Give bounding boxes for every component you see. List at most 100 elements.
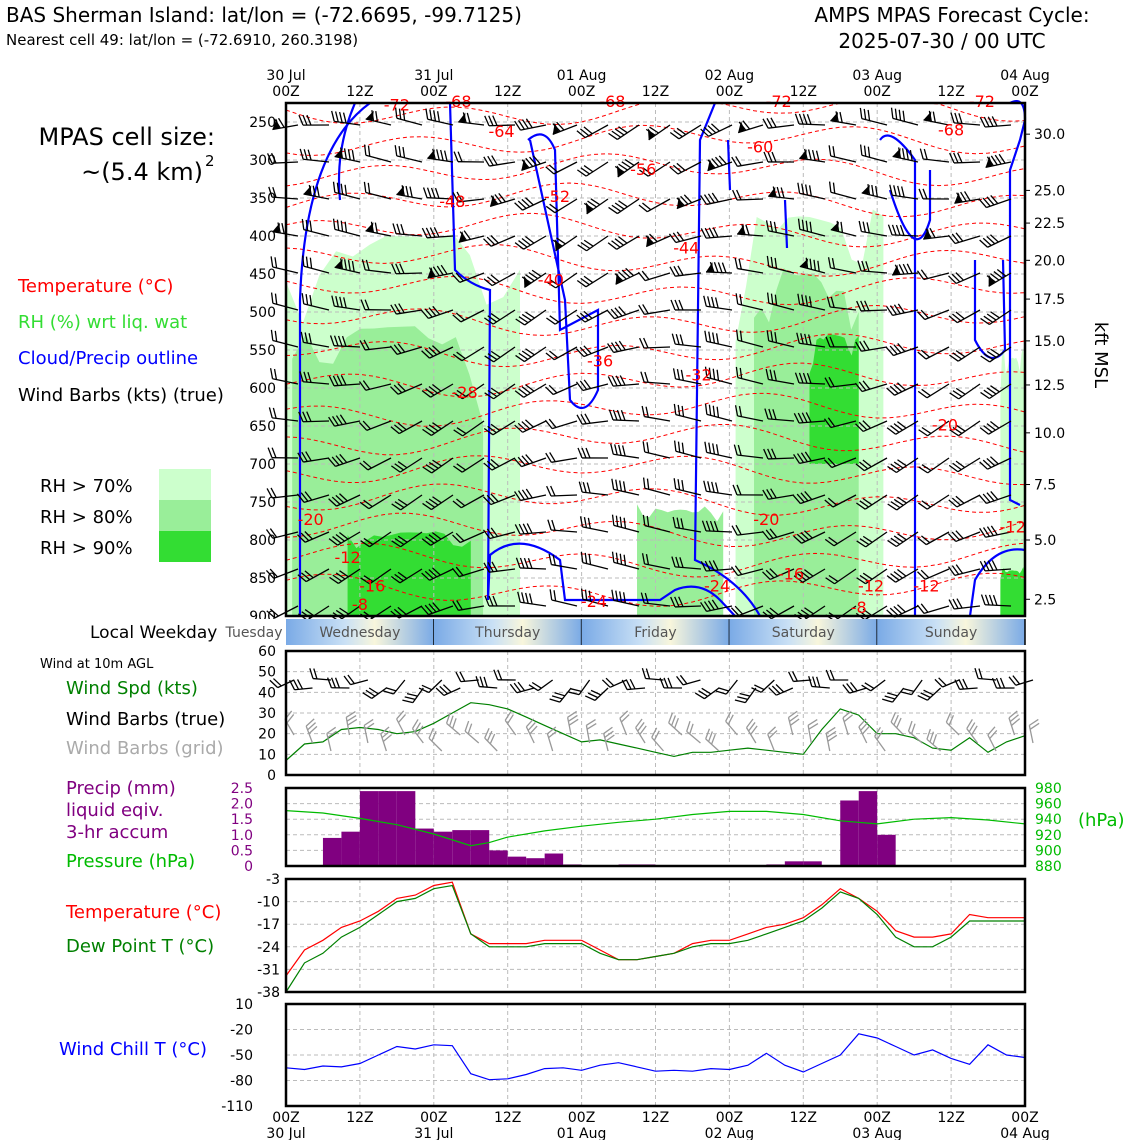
barb-tick xyxy=(742,120,751,130)
barb-tick xyxy=(808,676,813,687)
barb-shaft xyxy=(613,383,640,387)
barb-tick xyxy=(886,306,894,316)
wind-barb xyxy=(614,267,640,285)
barb-tick xyxy=(607,343,615,353)
barb-tick xyxy=(621,679,628,690)
wind-barb xyxy=(421,567,454,581)
barb-tick xyxy=(800,492,809,502)
barb-tick xyxy=(483,562,490,573)
barb-tick xyxy=(452,192,459,203)
barb-tick xyxy=(304,609,315,617)
barb-tick xyxy=(703,480,707,492)
wind-barb xyxy=(331,110,361,126)
wind-barb xyxy=(676,194,702,210)
barb-tick xyxy=(518,316,529,324)
barb-tick xyxy=(827,257,832,268)
barb-shaft xyxy=(566,717,572,736)
barb-tick xyxy=(456,427,467,435)
barb-tick xyxy=(575,348,585,358)
barb-tick xyxy=(856,502,866,510)
surface-wind-barb xyxy=(362,687,387,700)
barb-tick xyxy=(938,677,947,686)
barb-shaft xyxy=(737,303,764,311)
barb-tick xyxy=(986,275,996,283)
barb-shaft xyxy=(892,687,905,703)
wind-barb xyxy=(390,383,423,395)
barb-tick xyxy=(978,198,987,208)
barb-tick xyxy=(490,527,499,537)
barb-shaft xyxy=(411,728,424,744)
barb-tick xyxy=(798,113,804,125)
barb-tick xyxy=(676,368,681,380)
barb-tick xyxy=(456,351,466,360)
barb-shaft xyxy=(616,235,640,250)
barb-tick xyxy=(986,423,996,431)
barb-tick xyxy=(490,195,499,205)
barb-tick xyxy=(681,480,685,491)
barb-tick xyxy=(716,406,720,418)
barb-tick xyxy=(382,734,392,742)
top-hour-label: 00Z xyxy=(272,84,299,100)
barb-tick xyxy=(432,602,441,612)
barb-flag xyxy=(272,118,280,130)
barb-tick xyxy=(390,426,400,435)
wind-barb xyxy=(483,272,516,287)
barb-tick xyxy=(889,385,899,394)
temperature-contour-label: -12 xyxy=(335,548,361,567)
barb-tick xyxy=(401,185,405,196)
wind-barb xyxy=(948,457,981,473)
grid-wind-barb xyxy=(546,726,558,752)
barb-shaft xyxy=(842,717,849,736)
barb-tick xyxy=(986,387,997,395)
barb-tick xyxy=(827,417,836,427)
barb-tick xyxy=(601,679,611,688)
barb-tick xyxy=(861,725,871,735)
barb-tick xyxy=(856,577,866,585)
barb-shaft xyxy=(458,198,485,203)
grid-wind-barb xyxy=(635,718,647,744)
barb-tick xyxy=(335,494,345,504)
barb-tick xyxy=(328,375,335,387)
barb-tick xyxy=(990,273,1000,281)
barb-tick xyxy=(807,719,818,726)
wind-barb xyxy=(824,376,857,388)
barb-tick xyxy=(865,261,870,272)
barb-tick xyxy=(358,381,367,391)
barb-flag xyxy=(892,264,900,276)
weekday-cell xyxy=(433,619,582,645)
barb-tick xyxy=(486,494,496,504)
wind-barb xyxy=(641,405,671,422)
legend-wind-barbs-grid: Wind Barbs (grid) xyxy=(66,738,224,759)
barb-tick xyxy=(394,537,405,546)
barb-tick xyxy=(898,147,902,159)
barb-tick xyxy=(443,150,448,162)
barb-shaft xyxy=(613,599,640,607)
barb-tick xyxy=(475,676,480,687)
wind-barb xyxy=(360,531,392,548)
wind-barb xyxy=(361,259,392,274)
barb-tick xyxy=(800,452,808,463)
wind-barb xyxy=(359,457,392,471)
wind-barb xyxy=(484,309,516,325)
barb-tick xyxy=(889,305,898,315)
barb-tick xyxy=(994,154,1002,165)
barb-tick xyxy=(955,424,966,432)
barb-tick xyxy=(715,444,719,456)
surface-wind-barb xyxy=(343,674,369,686)
wind-barb xyxy=(390,420,423,435)
barb-tick xyxy=(548,384,558,394)
wind-barb xyxy=(917,531,950,546)
temp-tick-label: -10 xyxy=(257,895,280,911)
barb-tick xyxy=(676,676,684,686)
barb-tick xyxy=(452,353,463,362)
barb-shaft xyxy=(428,737,443,752)
barb-tick xyxy=(421,227,428,239)
wind-barb xyxy=(611,551,640,570)
barb-shaft xyxy=(830,191,857,200)
barb-tick xyxy=(738,121,747,131)
barb-shaft xyxy=(647,198,671,213)
barb-tick xyxy=(549,350,559,359)
barb-tick xyxy=(689,723,694,735)
barb-tick xyxy=(428,603,437,613)
surface-wind-barb xyxy=(659,677,682,689)
